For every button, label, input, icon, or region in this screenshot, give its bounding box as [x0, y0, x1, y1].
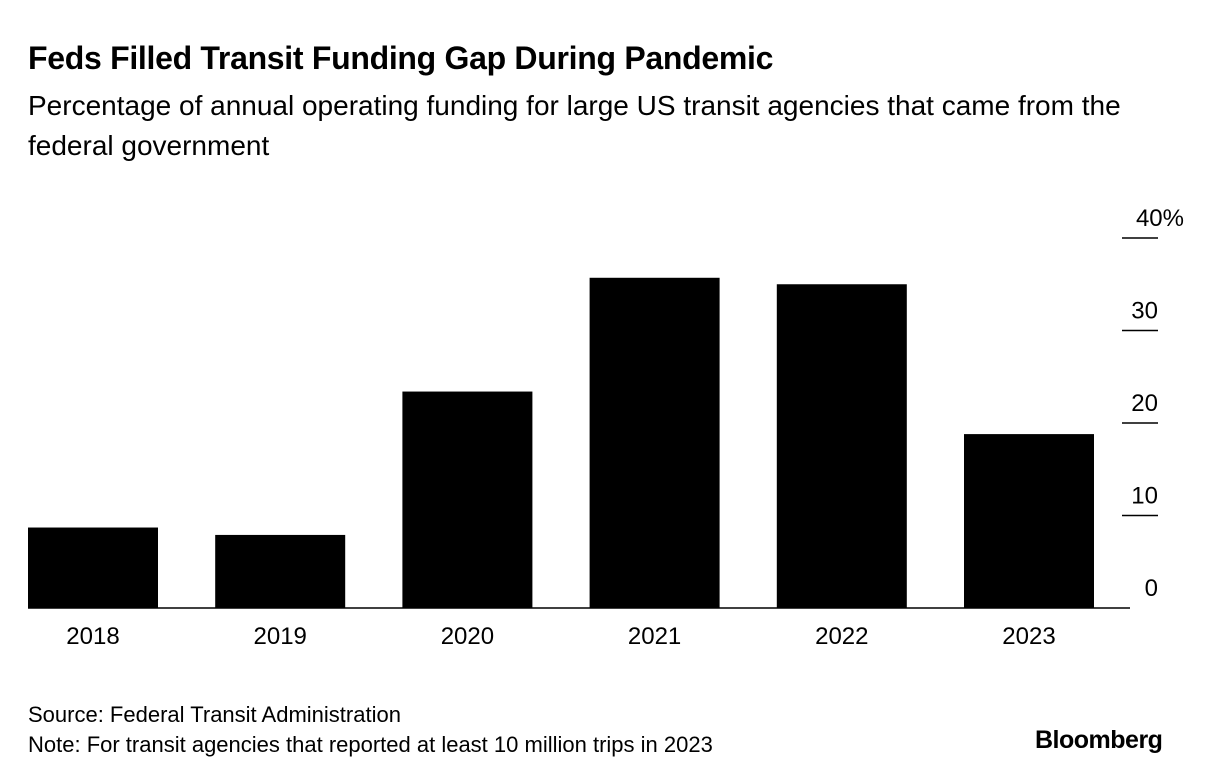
bar-2020 — [402, 391, 533, 608]
y-tick-label-40: 40% — [1136, 205, 1184, 232]
y-tick-label-10: 10 — [1131, 483, 1158, 510]
bar-2019 — [215, 534, 346, 608]
bloomberg-logo: Bloomberg — [1035, 726, 1163, 754]
x-tick-label-2018: 2018 — [66, 623, 119, 650]
bars-group — [28, 277, 1094, 608]
footnote: Note: For transit agencies that reported… — [28, 732, 713, 757]
x-tick-label-2023: 2023 — [1002, 623, 1055, 650]
bar-2021 — [589, 277, 720, 608]
bar-2023 — [964, 434, 1094, 608]
bar-2018 — [28, 527, 158, 608]
y-tick-label-0: 0 — [1145, 575, 1158, 602]
y-tick-label-30: 30 — [1131, 298, 1158, 325]
y-axis: 0 10 20 30 40% — [1122, 205, 1184, 602]
x-tick-label-2021: 2021 — [628, 623, 681, 650]
chart-title: Feds Filled Transit Funding Gap During P… — [28, 40, 774, 76]
x-tick-label-2020: 2020 — [441, 623, 494, 650]
bar-chart: 2018 2019 2020 2021 2022 2023 0 10 20 30 40% — [28, 205, 1184, 650]
chart-subtitle: Percentage of annual operating funding f… — [28, 90, 1121, 161]
x-axis-labels: 2018 2019 2020 2021 2022 2023 — [66, 623, 1055, 650]
y-tick-label-20: 20 — [1131, 390, 1158, 417]
source-note: Source: Federal Transit Administration — [28, 702, 401, 727]
x-tick-label-2022: 2022 — [815, 623, 868, 650]
bar-2022 — [776, 284, 907, 608]
x-tick-label-2019: 2019 — [254, 623, 307, 650]
